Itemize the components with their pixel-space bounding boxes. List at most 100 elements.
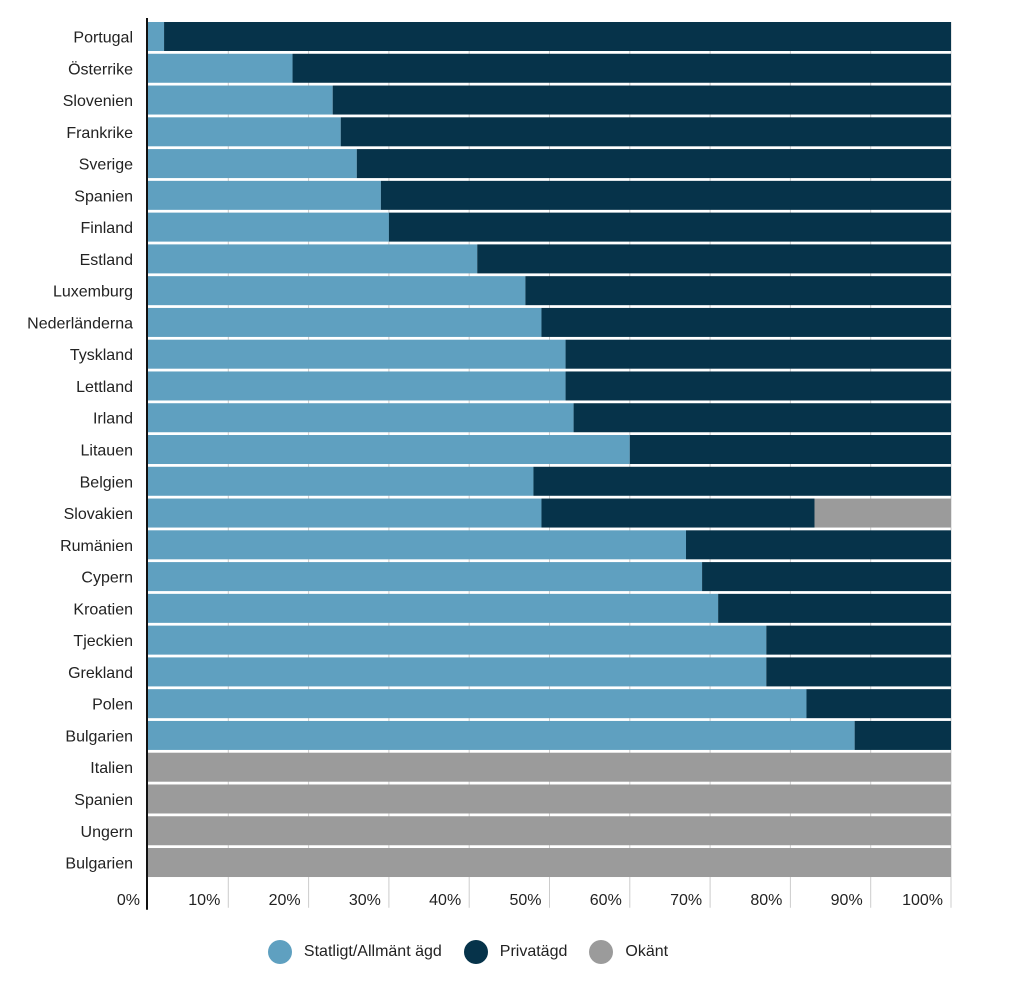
category-label: Tjeckien [73, 633, 133, 650]
x-tick-label: 60% [590, 892, 622, 909]
legend-item-private: Privatägd [463, 940, 568, 964]
bar-segment-private [541, 307, 951, 337]
bar-segment-public [148, 466, 534, 496]
bar-segment-private [380, 180, 951, 210]
category-label: Spanien [74, 792, 133, 809]
legend-item-public: Statligt/Allmänt ägd [267, 940, 442, 964]
x-tick-label: 50% [509, 892, 541, 909]
bar-segment-private [806, 689, 951, 719]
bar-segment-public [148, 657, 767, 687]
bar-segment-unknown [148, 784, 951, 814]
x-tick-label: 70% [670, 892, 702, 909]
category-label: Italien [90, 760, 133, 777]
category-label: Frankrike [66, 125, 133, 142]
category-label: Irland [93, 411, 133, 428]
bar-segment-private [686, 530, 951, 560]
category-label: Cypern [81, 570, 133, 587]
bar-segment-public [148, 180, 381, 210]
bar-segment-unknown [148, 816, 951, 846]
bar-segment-private [766, 625, 951, 655]
bar-segment-private [718, 593, 951, 623]
category-label: Bulgarien [65, 856, 133, 873]
category-label: Nederländerna [27, 315, 133, 332]
bar-segment-public [148, 276, 526, 306]
legend-swatch-private [463, 940, 488, 964]
legend-label-public: Statligt/Allmänt ägd [303, 943, 442, 960]
x-tick-label: 0% [117, 892, 140, 909]
category-label: Kroatien [73, 601, 133, 618]
category-label: Ungern [81, 824, 133, 841]
x-tick-label: 80% [750, 892, 782, 909]
bar-segment-public [148, 498, 542, 528]
x-tick-label: 90% [831, 892, 863, 909]
bar-segment-public [148, 117, 341, 147]
legend: Statligt/Allmänt ägd Privatägd Okänt [0, 940, 944, 964]
category-label: Belgien [80, 474, 133, 491]
bar-segment-public [148, 307, 542, 337]
bar-segment-public [148, 435, 630, 465]
category-label: Slovakien [64, 506, 133, 523]
bar-segment-public [148, 22, 165, 51]
bar-segment-private [629, 435, 951, 465]
x-tick-labels: 0% 10% 20% 30% 40% 50% 60% 70% 80% 90% 100% [117, 892, 943, 909]
bar-segment-private [332, 85, 951, 115]
bar-segment-private [292, 53, 951, 83]
bar-segment-private [533, 466, 951, 496]
category-label: Sverige [79, 157, 133, 174]
x-tick-label: 30% [349, 892, 381, 909]
bar-segment-private [565, 339, 951, 369]
bar-segment-unknown [814, 498, 951, 528]
category-label: Polen [92, 697, 133, 714]
bar-segment-public [148, 562, 703, 592]
bar-segment-public [148, 212, 389, 242]
legend-item-unknown: Okänt [589, 940, 668, 964]
category-labels: Portugal Österrike Slovenien Frankrike Sveri… [27, 30, 133, 873]
bar-segment-private [565, 371, 951, 401]
category-label: Finland [81, 220, 133, 237]
category-label: Spanien [74, 188, 133, 205]
legend-swatch-public [267, 940, 292, 964]
category-label: Estland [80, 252, 133, 269]
bar-segment-public [148, 720, 855, 750]
category-label: Bulgarien [65, 728, 133, 745]
x-tick-label: 100% [902, 892, 943, 909]
bar-segment-private [388, 212, 951, 242]
category-label: Litauen [81, 443, 134, 460]
bar-segment-public [148, 530, 687, 560]
legend-label-private: Privatägd [499, 943, 568, 960]
bar-segment-private [766, 657, 951, 687]
bar-segment-private [854, 720, 951, 750]
bar-segment-unknown [148, 752, 951, 782]
category-label: Luxemburg [53, 284, 133, 301]
x-tick-label: 10% [188, 892, 220, 909]
x-tick-label: 40% [429, 892, 461, 909]
legend-swatch-unknown [589, 940, 614, 964]
bars [148, 22, 952, 878]
bar-segment-public [148, 403, 574, 433]
bar-segment-public [148, 85, 333, 115]
bar-segment-public [148, 371, 566, 401]
category-label: Österrike [68, 60, 133, 78]
bar-segment-private [573, 403, 951, 433]
x-tick-label: 20% [269, 892, 301, 909]
category-label: Grekland [68, 665, 133, 682]
bar-segment-unknown [148, 848, 951, 878]
bar-segment-private [702, 562, 951, 592]
bar-segment-private [164, 22, 951, 51]
category-label: Slovenien [63, 93, 133, 110]
category-label: Lettland [76, 379, 133, 396]
bar-segment-public [148, 339, 566, 369]
bar-segment-public [148, 625, 767, 655]
legend-label-unknown: Okänt [625, 943, 669, 960]
bar-segment-public [148, 53, 293, 83]
bar-segment-public [148, 689, 807, 719]
bar-segment-public [148, 149, 357, 179]
category-label: Portugal [73, 30, 133, 47]
bar-segment-public [148, 593, 719, 623]
bar-segment-private [525, 276, 951, 306]
category-label: Tyskland [70, 347, 133, 364]
category-label: Rumänien [60, 538, 133, 555]
bar-segment-private [477, 244, 951, 274]
bar-segment-private [541, 498, 815, 528]
